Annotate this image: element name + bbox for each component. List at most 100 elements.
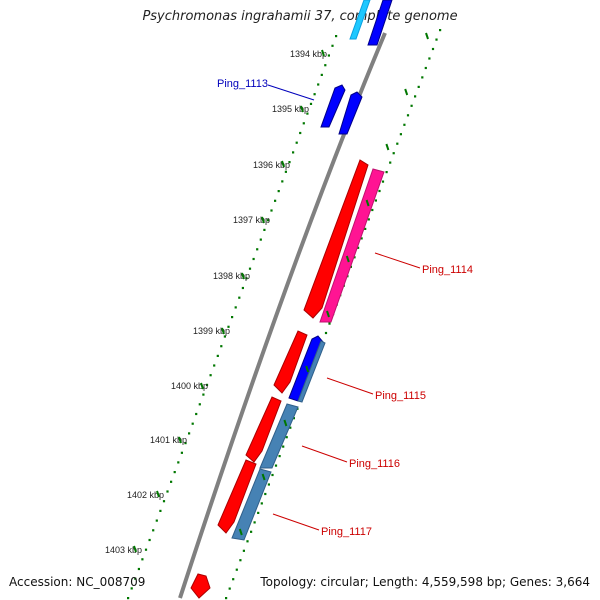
right-track-dot (250, 530, 253, 533)
left-track-dot (137, 567, 140, 571)
kbp-tick-mark (133, 545, 137, 553)
kbp-tick-mark-right (425, 32, 429, 40)
left-track-dot (180, 451, 183, 454)
right-track-dot (278, 455, 281, 458)
right-track-dot (235, 568, 238, 571)
right-track-dot (253, 521, 256, 524)
right-track-dot (428, 57, 431, 60)
gene-1115-steel-bar (297, 340, 326, 403)
right-track-dot (374, 199, 377, 202)
kbp-tick-mark-right (365, 199, 370, 207)
kbp-tick-mark (200, 382, 204, 390)
gene-1114-pink-bar (319, 168, 385, 323)
left-track-dot (252, 257, 255, 261)
left-track-dot (281, 180, 284, 183)
feature-bottom-red-arrow (190, 573, 211, 599)
right-track-dot (260, 502, 263, 505)
left-track-dot (205, 383, 209, 386)
kbp-tick-mark (178, 436, 182, 444)
gene-1113-arrow-a (320, 84, 346, 128)
left-track-dot (302, 122, 305, 125)
right-track-dot (396, 142, 399, 145)
left-track-dot (313, 93, 316, 96)
right-track-dot (381, 180, 385, 183)
left-track-dot (227, 325, 230, 328)
left-track-dot (266, 219, 270, 222)
kbp-tick-label: 1394 kbp (290, 49, 327, 59)
left-track-dot (288, 161, 291, 164)
right-track-dot (242, 549, 245, 552)
left-track-dot (238, 296, 241, 299)
left-track-dot (309, 102, 313, 105)
kbp-tick-label: 1402 kbp (127, 490, 164, 500)
gene-label-ping-1114: Ping_1114 (422, 264, 473, 276)
kbp-tick-mark (221, 327, 225, 335)
leader-ping-1113 (267, 84, 315, 101)
genome-backbone (178, 32, 387, 599)
left-track-dot (299, 131, 302, 135)
left-track-dot (173, 471, 176, 474)
left-track-dot (170, 480, 173, 483)
left-track-dot (234, 306, 237, 309)
gene-1117-steel-bar (231, 468, 272, 541)
left-track-dot (263, 228, 266, 231)
right-track-dot (435, 38, 438, 41)
gene-1116-red-arrow (245, 396, 282, 463)
left-track-dot (188, 432, 191, 435)
gene-1114-red-arrow (303, 159, 369, 319)
right-track-dot (406, 114, 410, 117)
kbp-tick-mark-right (238, 528, 243, 536)
right-track-dot (328, 322, 331, 325)
left-track-dot (259, 238, 262, 241)
left-track-dot (191, 422, 194, 425)
kbp-tick-mark-right (345, 255, 350, 263)
left-track-dot (335, 35, 338, 38)
kbp-tick-label: 1400 kbp (171, 381, 208, 391)
gene-label-leaders (267, 84, 421, 531)
gene-label-ping-1117: Ping_1117 (321, 526, 372, 538)
kbp-tick-mark (261, 216, 265, 224)
right-track-dot (367, 218, 370, 221)
left-track-dot (141, 558, 144, 561)
left-track-dot (270, 209, 273, 212)
kbp-tick-mark-right (283, 419, 288, 427)
right-track-dot (274, 464, 278, 467)
right-track-dot (257, 511, 260, 514)
left-track-dot (134, 577, 137, 580)
right-track-dot (324, 331, 328, 335)
leader-ping-1115 (326, 377, 374, 395)
left-track-dot (162, 500, 166, 503)
right-track-dot (431, 47, 435, 51)
left-track-dot (195, 412, 198, 416)
kbp-tick-mark-right (385, 143, 390, 151)
right-track-dot (439, 29, 442, 32)
right-track-dot (392, 152, 395, 155)
gene-label-ping-1115: Ping_1115 (375, 390, 426, 402)
right-track-dot (371, 208, 374, 212)
left-track-dot (306, 112, 309, 115)
feature-blue-arrow (367, 0, 393, 46)
left-track-dot (177, 461, 180, 464)
left-track-dot (317, 83, 320, 86)
kbp-tick-mark-right (261, 473, 266, 481)
left-track-dot (295, 141, 298, 144)
kbp-tick-mark (300, 105, 304, 113)
right-track-dot (292, 417, 295, 420)
kbp-tick-mark (321, 49, 325, 57)
kbp-tick-label: 1403 kbp (105, 545, 142, 555)
kbp-tick-label: 1396 kbp (253, 160, 290, 170)
right-track-dot (282, 445, 285, 448)
right-track-dot (421, 76, 424, 79)
kbp-tick-mark (156, 490, 160, 498)
left-track-dot (213, 364, 216, 367)
kbp-tick-label: 1399 kbp (193, 326, 230, 336)
topology-text: Topology: circular; Length: 4,559,598 bp… (260, 575, 590, 589)
right-track-dot (285, 436, 288, 439)
left-track-dot (159, 509, 162, 512)
gene-ping-1113 (320, 84, 363, 135)
left-track-dot (202, 393, 205, 396)
left-track-dot (198, 403, 201, 406)
left-track-dot (144, 548, 148, 551)
left-track-dot (248, 267, 252, 270)
left-track-dot (320, 73, 323, 76)
